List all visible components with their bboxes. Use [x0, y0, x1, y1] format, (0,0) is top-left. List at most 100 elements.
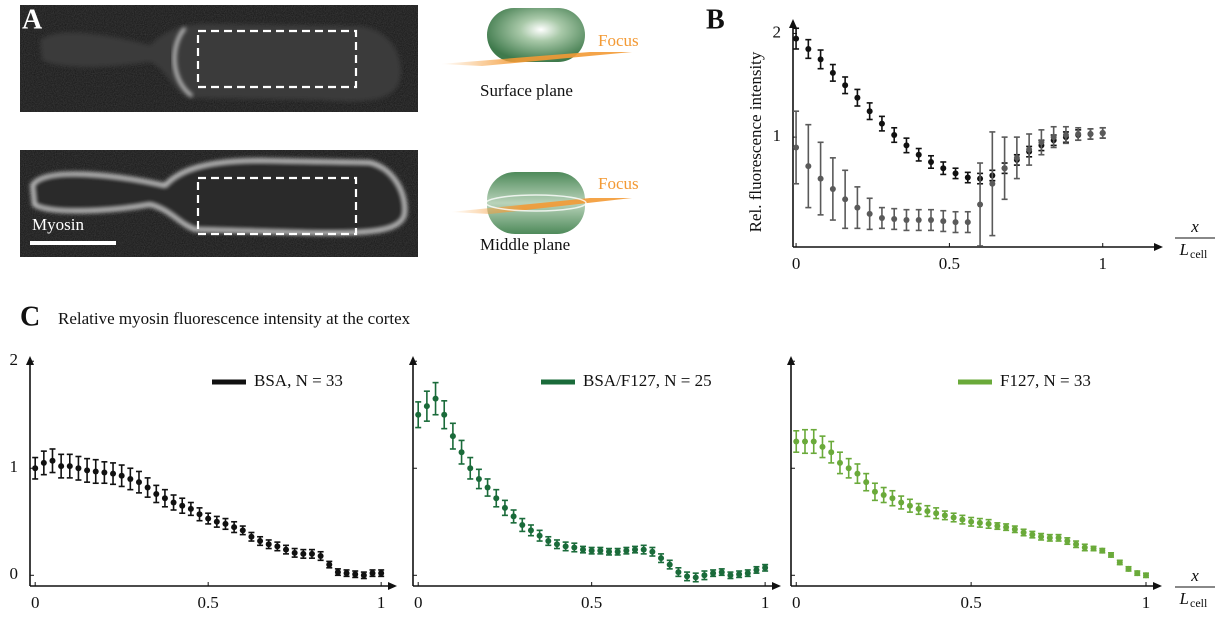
legend-label: BSA/F127, N = 25: [583, 371, 712, 390]
data-point: [1081, 544, 1088, 551]
x-axis-label-denominator: L: [1179, 589, 1189, 608]
data-point: [632, 546, 639, 553]
data-point: [744, 570, 751, 577]
data-point: [579, 546, 586, 553]
data-point: [205, 515, 212, 522]
data-point: [527, 527, 534, 534]
data-point: [1001, 165, 1008, 172]
y-axis-label: Rel. fluorescence intensity: [746, 51, 765, 232]
data-point: [1125, 565, 1132, 572]
data-point: [334, 569, 341, 576]
data-point: [484, 484, 491, 491]
data-point: [863, 479, 870, 486]
data-point: [976, 519, 983, 526]
data-point: [92, 468, 99, 475]
data-point: [829, 69, 836, 76]
data-point: [40, 459, 47, 466]
focus-label: Focus: [598, 174, 639, 193]
data-point: [265, 541, 272, 548]
data-point: [58, 463, 65, 470]
data-point: [222, 520, 229, 527]
data-point: [649, 548, 656, 555]
data-point: [1013, 154, 1020, 161]
data-point: [118, 472, 125, 479]
data-point: [928, 158, 934, 165]
data-point: [1073, 541, 1080, 548]
x-axis-label-numerator: x: [1190, 566, 1199, 585]
data-point: [1026, 146, 1033, 153]
data-point: [144, 484, 151, 491]
data-point: [300, 550, 307, 557]
data-point: [753, 566, 760, 573]
data-point: [326, 561, 333, 568]
data-point: [291, 549, 298, 556]
data-point: [187, 505, 194, 512]
data-point: [562, 543, 569, 550]
data-point: [940, 165, 947, 172]
data-point: [343, 570, 350, 577]
x-tick-label: 0: [792, 254, 801, 273]
legend-label: BSA, N = 33: [254, 371, 343, 390]
data-point: [588, 547, 595, 554]
panel-title: Relative myosin fluorescence intensity a…: [58, 309, 411, 328]
data-point: [1134, 570, 1141, 577]
micrograph-bottom: [20, 150, 418, 257]
data-point: [170, 499, 177, 506]
data-point: [906, 502, 913, 509]
data-point: [891, 132, 898, 139]
data-point: [866, 108, 873, 115]
data-point: [378, 570, 385, 577]
data-point: [1108, 551, 1115, 558]
data-point: [829, 185, 836, 192]
data-point: [880, 492, 887, 499]
data-point: [1087, 131, 1094, 137]
data-point: [1003, 524, 1010, 531]
data-point: [819, 443, 826, 450]
plane-label: Surface plane: [480, 81, 573, 100]
schematic-surface: [440, 8, 632, 66]
data-point: [871, 488, 878, 495]
panel-label: A: [22, 4, 43, 35]
data-point: [836, 459, 843, 466]
data-point: [614, 548, 621, 555]
data-point: [369, 570, 376, 577]
data-point: [458, 449, 465, 456]
data-point: [66, 463, 73, 470]
data-point: [952, 170, 959, 177]
data-point: [924, 508, 931, 515]
data-point: [915, 505, 922, 512]
x-axis-arrow: [1154, 243, 1163, 251]
data-point: [553, 541, 560, 548]
legend-label: F127, N = 33: [1000, 371, 1091, 390]
data-point: [449, 433, 456, 440]
data-point: [501, 504, 508, 511]
y-axis-arrow: [789, 19, 797, 28]
data-point: [101, 469, 108, 476]
data-point: [989, 180, 996, 187]
x-tick-label: 0: [792, 593, 801, 612]
data-point: [903, 217, 910, 224]
y-tick-label: 1: [773, 126, 782, 145]
data-point: [153, 490, 160, 497]
data-point: [793, 438, 800, 445]
data-point: [941, 512, 948, 519]
data-point: [1064, 538, 1071, 545]
stain-label: Myosin: [32, 215, 84, 234]
x-axis-label-numerator: x: [1190, 217, 1199, 236]
data-point: [889, 495, 896, 502]
data-point: [597, 547, 604, 554]
data-point: [1143, 572, 1150, 579]
data-point: [1099, 129, 1106, 136]
data-point: [545, 538, 552, 545]
y-tick-label: 2: [10, 350, 19, 369]
data-point: [536, 532, 543, 539]
data-point: [231, 524, 238, 531]
data-point: [805, 163, 812, 170]
data-point: [1075, 131, 1082, 137]
data-point: [710, 570, 717, 577]
data-point: [801, 438, 808, 445]
data-point: [952, 219, 959, 226]
data-point: [842, 82, 849, 89]
data-point: [571, 544, 578, 551]
